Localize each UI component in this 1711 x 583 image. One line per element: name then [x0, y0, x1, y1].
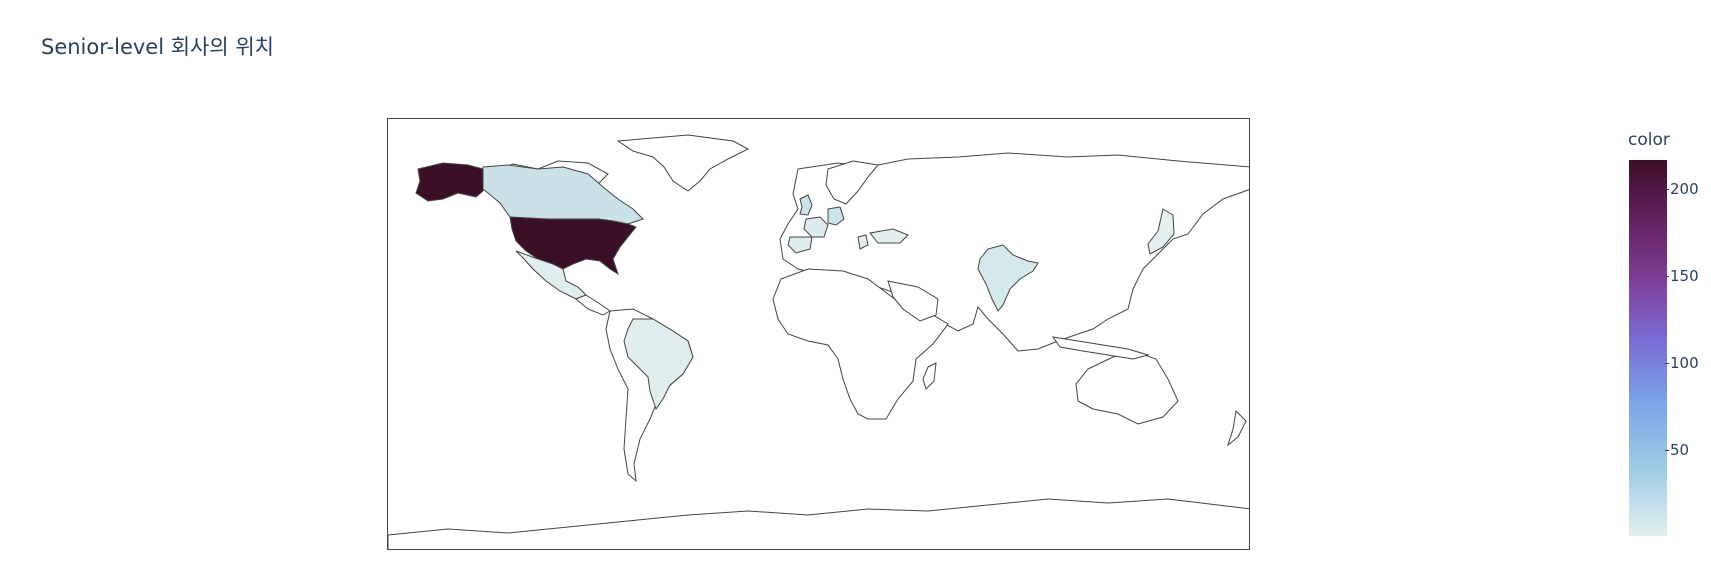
chart-title: Senior-level 회사의 위치: [41, 35, 274, 59]
japan-shape: [1147, 208, 1175, 255]
scandinavia-shape: [825, 160, 879, 205]
colorbar-tick-50: 50: [1664, 441, 1690, 459]
france-shape: [803, 216, 829, 238]
indonesia-shape: [1051, 336, 1150, 360]
australia-shape: [1075, 350, 1179, 425]
usa-shape: [509, 216, 637, 276]
colorbar-tick-150: 150: [1665, 267, 1699, 285]
colorbar-tick-200: 200: [1665, 180, 1699, 198]
colorbar-tick-100: 100: [1665, 354, 1699, 372]
arabia-shape: [887, 280, 939, 322]
brazil-shape: [623, 318, 694, 411]
antarctica-shape: [388, 498, 1249, 549]
uk-shape: [799, 194, 813, 216]
colorbar-title: color: [1628, 130, 1670, 150]
germany-shape: [827, 206, 845, 226]
spain-shape: [787, 236, 813, 254]
madagascar-shape: [922, 362, 937, 390]
new-zealand-shape: [1227, 409, 1247, 447]
india-shape: [977, 244, 1039, 312]
map-frame[interactable]: [387, 118, 1250, 550]
colorbar: [1629, 160, 1667, 536]
greece-shape: [857, 234, 869, 250]
world-map[interactable]: [388, 119, 1250, 550]
alaska-shape: [415, 162, 484, 202]
turkey-shape: [869, 228, 909, 244]
central-america-shape: [575, 294, 611, 316]
canada-shape: [482, 164, 644, 225]
greenland-shape: [616, 134, 750, 192]
